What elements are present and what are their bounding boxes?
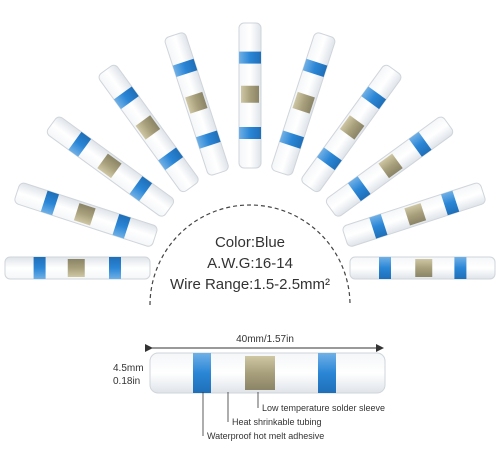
blue-band xyxy=(68,131,92,157)
blue-band xyxy=(454,257,467,279)
blue-band xyxy=(408,131,432,157)
color-spec: Color:Blue xyxy=(215,234,285,251)
connector xyxy=(4,256,151,280)
blue-band xyxy=(239,51,261,64)
blue-band xyxy=(369,213,388,239)
blue-band xyxy=(113,86,139,110)
detail-connector xyxy=(149,352,386,394)
blue-band xyxy=(109,257,121,279)
callout-lines xyxy=(202,392,259,436)
length-label: 40mm/1.57in xyxy=(236,334,294,345)
connector xyxy=(271,32,336,176)
solder-band xyxy=(378,153,403,179)
solder-band xyxy=(339,115,365,140)
solder-band xyxy=(292,91,315,114)
solder-band xyxy=(135,115,161,140)
connector-fan xyxy=(4,22,496,280)
blue-band xyxy=(195,130,221,149)
blue-band xyxy=(172,58,198,78)
solder-band xyxy=(67,259,85,277)
connector xyxy=(325,116,454,217)
connector xyxy=(342,182,486,247)
solder-band xyxy=(404,203,427,226)
connector xyxy=(238,22,262,169)
callout-solder: Low temperature solder sleeve xyxy=(262,403,385,413)
blue-band xyxy=(40,190,60,216)
solder-band xyxy=(415,259,433,277)
blue-band xyxy=(158,147,184,171)
callout-tubing: Heat shrinkable tubing xyxy=(232,417,322,427)
diameter-mm: 4.5mm xyxy=(113,363,144,374)
blue-band xyxy=(33,257,46,279)
connector xyxy=(98,64,199,193)
blue-band xyxy=(112,213,131,239)
wire-range-spec: Wire Range:1.5-2.5mm² xyxy=(170,276,330,293)
diameter-in: 0.18in xyxy=(113,376,140,387)
blue-band xyxy=(316,147,342,171)
connector xyxy=(14,182,158,247)
connector xyxy=(164,32,229,176)
solder-band xyxy=(185,91,208,114)
dashed-arc xyxy=(149,204,351,306)
solder-band xyxy=(73,203,96,226)
blue-band xyxy=(440,190,460,216)
blue-band xyxy=(379,257,391,279)
connector xyxy=(301,64,402,193)
solder-band xyxy=(241,85,259,103)
connector xyxy=(349,256,496,280)
blue-band xyxy=(302,58,328,78)
awg-spec: A.W.G:16-14 xyxy=(207,255,293,272)
connector xyxy=(46,116,175,217)
blue-band xyxy=(347,176,371,202)
blue-band xyxy=(129,176,153,202)
blue-band xyxy=(239,127,261,139)
callout-adhesive: Waterproof hot melt adhesive xyxy=(207,431,324,441)
solder-band xyxy=(97,153,122,179)
blue-band xyxy=(279,130,305,149)
blue-band xyxy=(361,86,387,110)
